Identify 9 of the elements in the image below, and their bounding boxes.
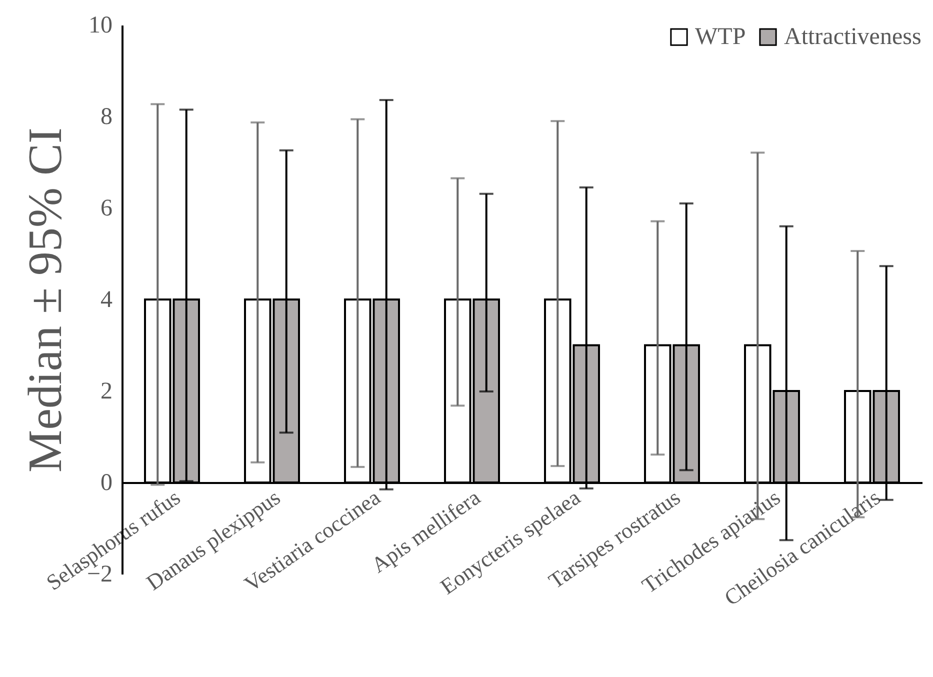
- y-axis-title: Median ± 95% CI: [18, 128, 72, 472]
- y-tick-label: 8: [100, 104, 112, 130]
- y-tick-label: 10: [88, 12, 112, 38]
- y-tick-label: 0: [100, 470, 112, 496]
- legend-label: WTP: [695, 24, 746, 50]
- y-tick-label: 2: [100, 378, 112, 404]
- y-tick-label: 4: [100, 287, 112, 313]
- legend-label: Attractiveness: [784, 24, 922, 50]
- y-tick-label: 6: [100, 196, 112, 222]
